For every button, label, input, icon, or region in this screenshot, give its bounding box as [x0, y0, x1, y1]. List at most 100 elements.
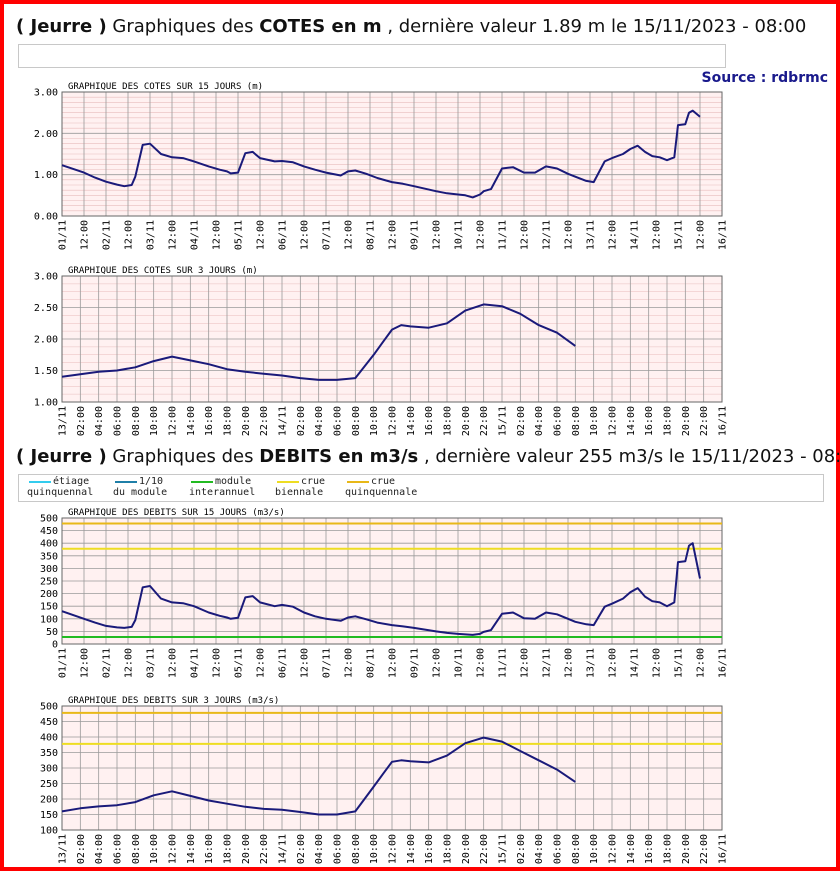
legend-quinquennale-swatch [347, 481, 369, 483]
x-tick-label: 12:00 [80, 220, 91, 250]
legend-dixieme-line2: du module [113, 487, 168, 498]
y-tick-label: 200 [40, 795, 58, 806]
y-tick-label: 300 [40, 764, 58, 775]
x-tick-label: 22:00 [479, 834, 490, 864]
x-tick-label: 02:00 [516, 834, 527, 864]
x-tick-label: 04:00 [534, 834, 545, 864]
plot-frame [61, 517, 723, 645]
series-line [61, 109, 701, 199]
x-tick-label: 22:00 [479, 406, 490, 436]
page-frame: ( Jeurre ) Graphiques des COTES en m , d… [4, 4, 840, 867]
y-tick-label: 2.00 [34, 129, 58, 140]
x-tick-label: 10:00 [369, 834, 380, 864]
x-tick-label: 01/11 [58, 648, 69, 678]
x-tick-label: 16/11 [718, 834, 729, 864]
x-tick-label: 14:00 [406, 834, 417, 864]
x-tick-label: 12:00 [476, 220, 487, 250]
x-tick-label: 12:00 [608, 834, 619, 864]
x-tick-label: 12:00 [124, 648, 135, 678]
x-tick-label: 09/11 [410, 220, 421, 250]
x-tick-label: 15/11 [674, 220, 685, 250]
y-tick-label: 3.00 [34, 272, 58, 283]
x-tick-label: 13/11 [586, 220, 597, 250]
y-tick-label: 50 [46, 627, 58, 638]
legend-quinquennale-line1: crue [371, 476, 396, 487]
x-tick-label: 12:00 [300, 648, 311, 678]
cotes-header-prefix: Graphiques des [106, 16, 260, 37]
station-name: ( Jeurre ) [16, 16, 107, 37]
y-tick-label: 100 [40, 826, 58, 837]
x-tick-label: 12:00 [564, 648, 575, 678]
x-tick-label: 06:00 [113, 406, 124, 436]
x-tick-label: 20:00 [681, 834, 692, 864]
legend-etiage-swatch [29, 481, 51, 483]
x-tick-label: 12:00 [168, 648, 179, 678]
x-tick-label: 12:00 [520, 648, 531, 678]
x-tick-label: 12:00 [476, 648, 487, 678]
legend-biennale-swatch [277, 481, 299, 483]
x-tick-label: 06:00 [113, 834, 124, 864]
y-tick-label: 2.50 [34, 303, 58, 314]
x-tick-label: 01/11 [58, 220, 69, 250]
x-tick-label: 11/11 [498, 220, 509, 250]
x-tick-label: 12:00 [608, 220, 619, 250]
x-tick-label: 07/11 [322, 220, 333, 250]
x-tick-label: 08/11 [366, 220, 377, 250]
x-tick-label: 16/11 [718, 406, 729, 436]
cotes-header-last-value: , dernière valeur 1.89 m le 15/11/2023 -… [381, 16, 807, 37]
x-tick-label: 04:00 [314, 834, 325, 864]
x-tick-label: 16:00 [424, 834, 435, 864]
x-tick-label: 12:00 [608, 406, 619, 436]
x-tick-label: 12:00 [652, 220, 663, 250]
y-tick-label: 500 [40, 514, 58, 525]
x-tick-label: 16:00 [644, 834, 655, 864]
y-tick-label: 350 [40, 551, 58, 562]
x-tick-label: 18:00 [223, 834, 234, 864]
debits-header-prefix: Graphiques des [106, 446, 260, 467]
y-tick-label: 400 [40, 539, 58, 550]
legend-module-swatch [191, 481, 213, 483]
legend-quinquennale-line2: quinquennale [345, 487, 418, 498]
x-tick-label: 14:00 [406, 406, 417, 436]
x-tick-label: 16:00 [204, 406, 215, 436]
y-tick-label: 150 [40, 602, 58, 613]
x-tick-label: 12:00 [256, 648, 267, 678]
x-tick-label: 02:00 [516, 406, 527, 436]
x-tick-label: 15/11 [674, 648, 685, 678]
x-tick-label: 12:00 [388, 648, 399, 678]
y-tick-label: 450 [40, 526, 58, 537]
y-tick-label: 300 [40, 564, 58, 575]
plot-frame [61, 275, 723, 403]
x-tick-label: 18:00 [663, 834, 674, 864]
legend-module-line2: interannuel [189, 487, 256, 498]
x-tick-label: 12:00 [344, 648, 355, 678]
y-tick-label: 3.00 [34, 88, 58, 99]
x-tick-label: 12:00 [388, 406, 399, 436]
x-tick-label: 18:00 [443, 406, 454, 436]
y-tick-label: 0.00 [34, 212, 58, 223]
x-tick-label: 12:00 [80, 648, 91, 678]
legend-etiage-line1: étiage [53, 476, 90, 487]
x-tick-label: 10/11 [454, 220, 465, 250]
x-tick-label: 14/11 [278, 406, 289, 436]
y-tick-label: 2.00 [34, 335, 58, 346]
y-tick-label: 500 [40, 702, 58, 713]
x-tick-label: 15/11 [498, 834, 509, 864]
x-tick-label: 14:00 [626, 834, 637, 864]
x-tick-label: 04/11 [190, 648, 201, 678]
x-tick-label: 08/11 [366, 648, 377, 678]
x-tick-label: 15/11 [498, 406, 509, 436]
x-tick-label: 04:00 [94, 406, 105, 436]
chart-title: GRAPHIQUE DES DEBITS SUR 3 JOURS (m3/s) [68, 696, 279, 706]
x-tick-label: 12:00 [124, 220, 135, 250]
x-tick-label: 04:00 [534, 406, 545, 436]
x-tick-label: 02/11 [102, 648, 113, 678]
x-tick-label: 12:00 [388, 834, 399, 864]
chart-title: GRAPHIQUE DES DEBITS SUR 15 JOURS (m3/s) [68, 508, 285, 518]
x-tick-label: 08:00 [131, 406, 142, 436]
x-tick-label: 06:00 [333, 834, 344, 864]
plot-frame [61, 91, 723, 217]
x-tick-label: 14/11 [630, 220, 641, 250]
debits-header: ( Jeurre ) Graphiques des DEBITS en m3/s… [16, 446, 840, 467]
legend-dixieme-swatch [115, 481, 137, 483]
